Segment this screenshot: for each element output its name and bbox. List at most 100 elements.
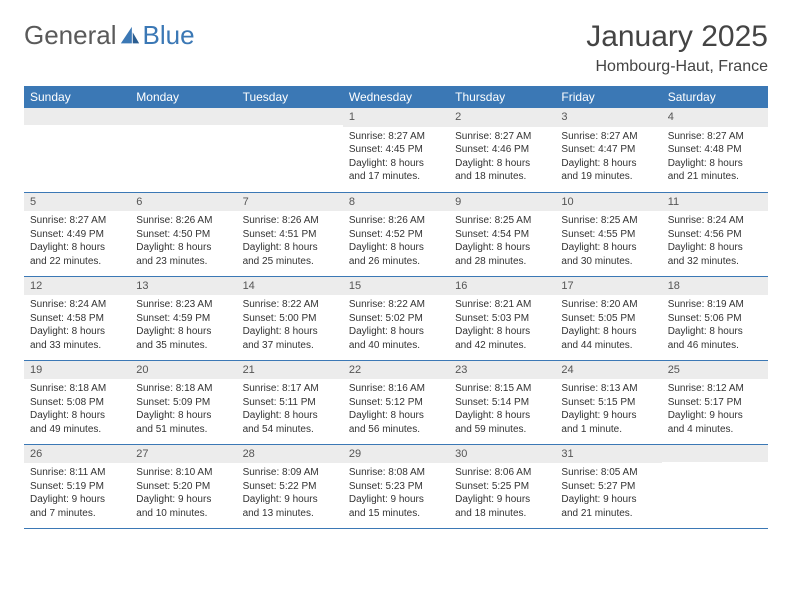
calendar-day-cell bbox=[662, 444, 768, 528]
day-number: 27 bbox=[130, 445, 236, 464]
day-number: 10 bbox=[555, 193, 661, 212]
daylight-line: Daylight: 9 hours and 15 minutes. bbox=[349, 493, 443, 520]
calendar-day-cell: 13Sunrise: 8:23 AMSunset: 4:59 PMDayligh… bbox=[130, 276, 236, 360]
day-number: 2 bbox=[449, 108, 555, 127]
sunset-line: Sunset: 4:48 PM bbox=[668, 143, 762, 157]
calendar-day-cell: 11Sunrise: 8:24 AMSunset: 4:56 PMDayligh… bbox=[662, 192, 768, 276]
day-body: Sunrise: 8:10 AMSunset: 5:20 PMDaylight:… bbox=[130, 463, 236, 524]
daylight-line: Daylight: 8 hours and 32 minutes. bbox=[668, 241, 762, 268]
month-title: January 2025 bbox=[586, 20, 768, 54]
sunrise-line: Sunrise: 8:05 AM bbox=[561, 466, 655, 480]
day-body: Sunrise: 8:16 AMSunset: 5:12 PMDaylight:… bbox=[343, 379, 449, 440]
day-number: 6 bbox=[130, 193, 236, 212]
calendar-day-cell: 1Sunrise: 8:27 AMSunset: 4:45 PMDaylight… bbox=[343, 108, 449, 192]
sunrise-line: Sunrise: 8:08 AM bbox=[349, 466, 443, 480]
weekday-header: Friday bbox=[555, 86, 661, 108]
calendar-day-cell: 9Sunrise: 8:25 AMSunset: 4:54 PMDaylight… bbox=[449, 192, 555, 276]
day-body: Sunrise: 8:19 AMSunset: 5:06 PMDaylight:… bbox=[662, 295, 768, 356]
sunrise-line: Sunrise: 8:24 AM bbox=[668, 214, 762, 228]
calendar-day-cell: 3Sunrise: 8:27 AMSunset: 4:47 PMDaylight… bbox=[555, 108, 661, 192]
sunrise-line: Sunrise: 8:20 AM bbox=[561, 298, 655, 312]
sunrise-line: Sunrise: 8:18 AM bbox=[136, 382, 230, 396]
empty-daynum-bar bbox=[24, 108, 130, 125]
sunrise-line: Sunrise: 8:19 AM bbox=[668, 298, 762, 312]
sunrise-line: Sunrise: 8:27 AM bbox=[668, 130, 762, 144]
sunset-line: Sunset: 5:00 PM bbox=[243, 312, 337, 326]
sunrise-line: Sunrise: 8:06 AM bbox=[455, 466, 549, 480]
sunset-line: Sunset: 5:02 PM bbox=[349, 312, 443, 326]
logo-text-b: Blue bbox=[143, 20, 195, 51]
daylight-line: Daylight: 8 hours and 25 minutes. bbox=[243, 241, 337, 268]
empty-daynum-bar bbox=[662, 445, 768, 462]
daylight-line: Daylight: 8 hours and 19 minutes. bbox=[561, 157, 655, 184]
day-body: Sunrise: 8:26 AMSunset: 4:50 PMDaylight:… bbox=[130, 211, 236, 272]
day-body: Sunrise: 8:11 AMSunset: 5:19 PMDaylight:… bbox=[24, 463, 130, 524]
header: General Blue January 2025 Hombourg-Haut,… bbox=[24, 20, 768, 76]
sunset-line: Sunset: 5:09 PM bbox=[136, 396, 230, 410]
daylight-line: Daylight: 8 hours and 54 minutes. bbox=[243, 409, 337, 436]
calendar-day-cell: 28Sunrise: 8:09 AMSunset: 5:22 PMDayligh… bbox=[237, 444, 343, 528]
sunrise-line: Sunrise: 8:26 AM bbox=[136, 214, 230, 228]
day-body: Sunrise: 8:23 AMSunset: 4:59 PMDaylight:… bbox=[130, 295, 236, 356]
calendar-day-cell: 24Sunrise: 8:13 AMSunset: 5:15 PMDayligh… bbox=[555, 360, 661, 444]
sunset-line: Sunset: 4:45 PM bbox=[349, 143, 443, 157]
daylight-line: Daylight: 8 hours and 23 minutes. bbox=[136, 241, 230, 268]
day-body: Sunrise: 8:24 AMSunset: 4:58 PMDaylight:… bbox=[24, 295, 130, 356]
daylight-line: Daylight: 8 hours and 42 minutes. bbox=[455, 325, 549, 352]
daylight-line: Daylight: 9 hours and 21 minutes. bbox=[561, 493, 655, 520]
daylight-line: Daylight: 8 hours and 56 minutes. bbox=[349, 409, 443, 436]
sunset-line: Sunset: 4:46 PM bbox=[455, 143, 549, 157]
calendar-day-cell: 27Sunrise: 8:10 AMSunset: 5:20 PMDayligh… bbox=[130, 444, 236, 528]
day-number: 12 bbox=[24, 277, 130, 296]
calendar-week-row: 19 Sunrise: 8:18 AM Sunset: 5:08 PM Dayligh… bbox=[24, 360, 768, 444]
calendar-day-cell: 7Sunrise: 8:26 AMSunset: 4:51 PMDaylight… bbox=[237, 192, 343, 276]
day-number: 4 bbox=[662, 108, 768, 127]
sunset-line: Sunset: 4:55 PM bbox=[561, 228, 655, 242]
empty-daynum-bar bbox=[130, 108, 236, 125]
calendar-day-cell: 20 Sunrise: 8:18 AMSunset: 5:09 PMDayligh… bbox=[130, 360, 236, 444]
weekday-header: Wednesday bbox=[343, 86, 449, 108]
sunset-line: Sunset: 5:08 PM bbox=[30, 396, 124, 410]
logo-sail-icon bbox=[119, 25, 141, 47]
sunrise-line: Sunrise: 8:11 AM bbox=[30, 466, 124, 480]
sunrise-line: Sunrise: 8:16 AM bbox=[349, 382, 443, 396]
logo-text-a: General bbox=[24, 20, 117, 51]
sunrise-line: Sunrise: 8:26 AM bbox=[243, 214, 337, 228]
sunset-line: Sunset: 5:11 PM bbox=[243, 396, 337, 410]
day-number: 28 bbox=[237, 445, 343, 464]
day-body: Sunrise: 8:27 AMSunset: 4:48 PMDaylight:… bbox=[662, 127, 768, 188]
daylight-line: Daylight: 9 hours and 7 minutes. bbox=[30, 493, 124, 520]
calendar-day-cell: 31Sunrise: 8:05 AMSunset: 5:27 PMDayligh… bbox=[555, 444, 661, 528]
calendar-day-cell: 21Sunrise: 8:17 AMSunset: 5:11 PMDayligh… bbox=[237, 360, 343, 444]
daylight-line: Daylight: 8 hours and 37 minutes. bbox=[243, 325, 337, 352]
calendar-day-cell: 19Sunrise: 8:18 AMSunset: 5:08 PMDayligh… bbox=[24, 360, 130, 444]
calendar-day-cell bbox=[130, 108, 236, 192]
sunrise-line: Sunrise: 8:22 AM bbox=[243, 298, 337, 312]
calendar-week-row: 12Sunrise: 8:24 AMSunset: 4:58 PMDayligh… bbox=[24, 276, 768, 360]
sunset-line: Sunset: 5:20 PM bbox=[136, 480, 230, 494]
sunset-line: Sunset: 4:51 PM bbox=[243, 228, 337, 242]
sunrise-line: Sunrise: 8:25 AM bbox=[455, 214, 549, 228]
calendar-day-cell: 4Sunrise: 8:27 AMSunset: 4:48 PMDaylight… bbox=[662, 108, 768, 192]
day-body: Sunrise: 8:05 AMSunset: 5:27 PMDaylight:… bbox=[555, 463, 661, 524]
day-body: Sunrise: 8:20 AMSunset: 5:05 PMDaylight:… bbox=[555, 295, 661, 356]
day-body: Sunrise: 8:09 AMSunset: 5:22 PMDaylight:… bbox=[237, 463, 343, 524]
day-body: Sunrise: 8:26 AMSunset: 4:52 PMDaylight:… bbox=[343, 211, 449, 272]
day-number: 1 bbox=[343, 108, 449, 127]
daylight-line: Daylight: 8 hours and 26 minutes. bbox=[349, 241, 443, 268]
title-block: January 2025 Hombourg-Haut, France bbox=[586, 20, 768, 76]
daylight-line: Daylight: 8 hours and 51 minutes. bbox=[136, 409, 230, 436]
calendar-day-cell: 30Sunrise: 8:06 AMSunset: 5:25 PMDayligh… bbox=[449, 444, 555, 528]
daylight-line: Daylight: 8 hours and 17 minutes. bbox=[349, 157, 443, 184]
day-body: Sunrise: 8:22 AMSunset: 5:00 PMDaylight:… bbox=[237, 295, 343, 356]
calendar-day-cell: 29Sunrise: 8:08 AMSunset: 5:23 PMDayligh… bbox=[343, 444, 449, 528]
calendar-day-cell: 16Sunrise: 8:21 AMSunset: 5:03 PMDayligh… bbox=[449, 276, 555, 360]
day-number: 20 bbox=[130, 361, 236, 380]
day-number: 18 bbox=[662, 277, 768, 296]
day-body: Sunrise: 8:27 AMSunset: 4:46 PMDaylight:… bbox=[449, 127, 555, 188]
day-number: 19 bbox=[24, 361, 130, 380]
sunrise-line: Sunrise: 8:12 AM bbox=[668, 382, 762, 396]
calendar-week-row: 26Sunrise: 8:11 AMSunset: 5:19 PMDayligh… bbox=[24, 444, 768, 528]
calendar-day-cell: 18Sunrise: 8:19 AMSunset: 5:06 PMDayligh… bbox=[662, 276, 768, 360]
calendar-week-row: 1Sunrise: 8:27 AMSunset: 4:45 PMDaylight… bbox=[24, 108, 768, 192]
